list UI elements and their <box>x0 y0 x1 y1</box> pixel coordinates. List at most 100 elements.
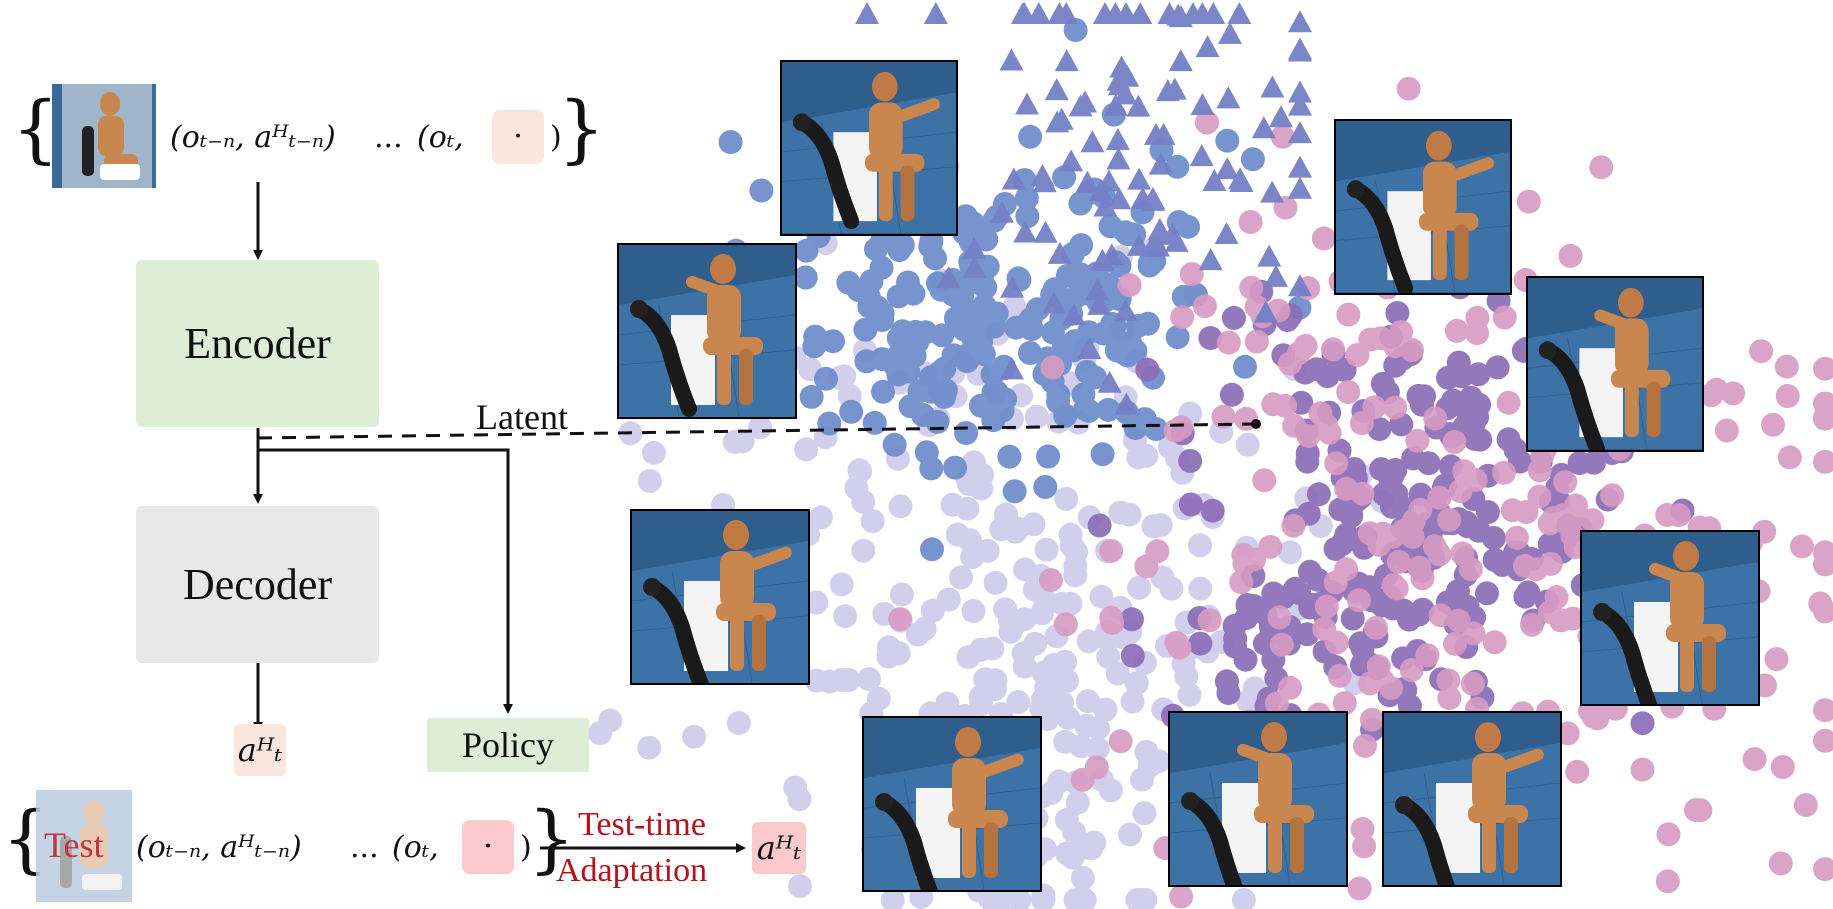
scatter-triangle-marker <box>1288 39 1312 62</box>
scatter-point-pink <box>1386 549 1411 574</box>
scatter-point-lavender <box>1177 682 1202 707</box>
scatter-point-lavender <box>726 711 751 736</box>
scatter-point-purple <box>1475 581 1499 606</box>
scatter-point-lavender <box>945 522 970 547</box>
scatter-point-pink <box>1813 698 1833 723</box>
scatter-triangle-marker <box>1059 149 1084 172</box>
scatter-point-pink <box>1321 337 1346 362</box>
scatter-triangle-marker <box>1288 155 1312 178</box>
scatter-point-purple <box>1630 711 1655 736</box>
scatter-point-lavender <box>1133 888 1158 909</box>
scatter-triangle-marker <box>1114 392 1139 415</box>
scatter-point-pink <box>1561 606 1585 631</box>
scatter-point-lavender <box>1034 537 1059 562</box>
scatter-point-purple <box>1120 643 1145 668</box>
scatter-point-pink <box>1244 329 1269 354</box>
scatter-triangle-marker <box>962 236 987 259</box>
scatter-triangle-marker <box>1077 336 1102 359</box>
seq-bottom-close-paren: ) <box>520 830 532 865</box>
scatter-point-purple <box>1516 580 1541 605</box>
scatter-point-blue <box>1036 444 1061 469</box>
scatter-point-pink <box>1770 755 1795 779</box>
scatter-point-pink <box>1764 647 1789 672</box>
scatter-point-lavender <box>641 440 666 465</box>
scatter-triangle-marker <box>1107 187 1132 210</box>
seq-bottom-prev-pair: (oₜ₋ₙ, aᴴₜ₋ₙ) <box>136 830 302 865</box>
robot-assist-frame <box>630 509 810 685</box>
scatter-point-lavender <box>960 545 985 569</box>
scatter-point-lavender <box>1120 689 1145 714</box>
scatter-point-pink <box>1405 428 1430 453</box>
scatter-point-blue <box>814 366 838 391</box>
scatter-point-purple <box>1200 498 1225 523</box>
scatter-point-blue <box>981 380 1006 405</box>
scatter-point-lavender <box>993 597 1018 622</box>
adaptation-label-line2: Adaptation <box>556 852 708 889</box>
scatter-triangle-marker <box>990 200 1015 223</box>
scatter-point-lavender <box>886 641 911 666</box>
top-sequence: { (oₜ₋ₙ, aᴴₜ₋ₙ) ... (oₜ, · ) } <box>12 84 605 194</box>
scatter-point-purple <box>1412 384 1437 409</box>
robot-assist-frame <box>1580 530 1760 706</box>
scatter-point-pink <box>1558 243 1583 268</box>
scatter-triangle-marker <box>936 266 961 289</box>
scatter-point-pink <box>1415 643 1440 668</box>
scatter-point-pink <box>1813 391 1833 416</box>
scatter-point-lavender <box>857 667 881 692</box>
scatter-triangle-marker <box>1214 221 1239 244</box>
scatter-point-blue <box>1115 222 1140 247</box>
scatter-triangle-marker <box>1105 127 1130 150</box>
scatter-point-lavender <box>1074 713 1099 738</box>
scatter-point-pink <box>1345 343 1370 367</box>
scatter-triangle-marker <box>1202 168 1227 191</box>
scatter-point-purple <box>1416 451 1441 476</box>
scatter-triangle-marker <box>1263 264 1288 287</box>
scatter-point-pink <box>1281 513 1306 538</box>
scatter-point-pink <box>1070 767 1095 792</box>
scatter-point-blue <box>1165 325 1190 350</box>
scatter-triangle-marker <box>1157 2 1182 24</box>
scatter-point-pink <box>1492 460 1516 485</box>
scatter-point-blue <box>1136 311 1160 336</box>
reference-frame-thumbnail <box>52 84 156 188</box>
robot-assist-frame <box>1168 711 1348 887</box>
scatter-point-pink <box>1108 729 1133 754</box>
scatter-triangle-marker <box>1049 107 1074 130</box>
scatter-point-pink <box>1553 470 1578 495</box>
scatter-triangle-marker <box>1113 298 1138 321</box>
scatter-triangle-marker <box>1093 194 1118 217</box>
scatter-point-lavender <box>1034 675 1059 700</box>
scatter-point-lavender <box>730 429 755 454</box>
scatter-point-lavender <box>788 874 812 899</box>
scatter-point-lavender <box>1063 563 1088 588</box>
scatter-point-purple <box>1198 326 1223 350</box>
scatter-point-purple <box>1221 305 1246 330</box>
scatter-triangle-marker <box>1251 116 1276 139</box>
scatter-point-pink <box>1775 384 1800 408</box>
scatter-point-blue <box>946 309 971 334</box>
scatter-point-blue <box>890 233 915 258</box>
scatter-point-blue <box>943 455 968 480</box>
scatter-point-purple <box>1370 593 1395 618</box>
scatter-point-blue <box>1075 359 1099 384</box>
scatter-point-blue <box>1090 442 1115 467</box>
scatter-point-pink <box>1749 339 1774 364</box>
scatter-point-lavender <box>1053 729 1078 754</box>
scatter-triangle-marker <box>1195 35 1220 58</box>
scatter-point-pink <box>1443 631 1467 656</box>
scatter-point-blue <box>821 329 845 354</box>
scatter-triangle-marker <box>1126 94 1151 117</box>
scatter-point-lavender <box>833 604 858 629</box>
scatter-point-lavender <box>990 888 1015 909</box>
scatter-point-purple <box>1383 458 1408 482</box>
bottom-close-brace: } <box>528 796 576 882</box>
scatter-point-pink <box>1813 356 1833 381</box>
scatter-point-pink <box>1238 210 1263 234</box>
scatter-point-lavender <box>1236 689 1261 714</box>
scatter-point-lavender <box>1054 486 1079 511</box>
seq-top-current-pair: (oₜ, <box>417 120 464 155</box>
scatter-point-lavender <box>880 888 905 909</box>
scatter-point-blue <box>1046 382 1071 407</box>
scatter-point-pink <box>1537 511 1562 536</box>
scatter-point-pink <box>1630 757 1655 782</box>
